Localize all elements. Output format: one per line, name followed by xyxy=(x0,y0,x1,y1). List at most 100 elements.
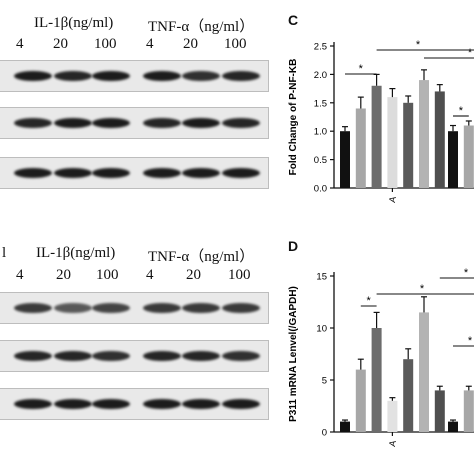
bar xyxy=(419,80,429,188)
bar xyxy=(355,108,366,188)
blot-band xyxy=(222,399,260,409)
x-tick-label: A xyxy=(387,196,398,204)
bar xyxy=(463,125,474,188)
bar xyxy=(419,312,429,432)
chart-c: Fold Change of P-NF-KB 0.0 0.5 1.0 1.5 2.0 2.5… xyxy=(288,39,474,204)
blot-strip xyxy=(0,292,269,324)
blot-band xyxy=(92,399,130,409)
blot-lead-label: l xyxy=(2,245,7,261)
blot-band xyxy=(14,303,52,313)
blot-header-bottom: l IL-1β(ng/ml) TNF-α（ng/ml） xyxy=(0,245,274,265)
dose-label: 20 xyxy=(183,36,198,52)
blot-strip xyxy=(0,60,269,92)
y-axis-label: Fold Change of P-NF-KB xyxy=(288,59,299,176)
bar xyxy=(340,131,350,188)
blot-band xyxy=(143,399,181,409)
bar xyxy=(403,359,414,432)
blot-strip xyxy=(0,388,269,420)
y-tick-label: 15 xyxy=(316,272,327,283)
bar xyxy=(403,102,414,188)
bar xyxy=(463,390,474,432)
il1b-label: IL-1β(ng/ml) xyxy=(34,15,114,31)
bar xyxy=(340,421,350,432)
blot-band xyxy=(92,351,130,361)
y-tick-label: 5 xyxy=(322,376,327,387)
dose-label: 4 xyxy=(146,267,154,283)
blot-band xyxy=(14,168,52,178)
significance-star: * xyxy=(420,283,425,295)
dose-row-top: 4 20 100 4 20 100 xyxy=(0,36,274,56)
blot-band xyxy=(14,351,52,361)
blot-band xyxy=(182,118,220,128)
blot-panel-bottom: l IL-1β(ng/ml) TNF-α（ng/ml） 4 20 100 4 2… xyxy=(0,230,274,450)
blot-band xyxy=(182,71,220,81)
tnfa-label: TNF-α（ng/ml） xyxy=(148,249,255,265)
bar xyxy=(448,131,458,188)
y-tick-label: 0 xyxy=(322,428,327,439)
blot-band xyxy=(222,71,260,81)
blot-band xyxy=(222,118,260,128)
tnfa-label: TNF-α（ng/ml） xyxy=(148,19,255,35)
y-tick-label: 0.0 xyxy=(314,184,327,195)
dose-label: 100 xyxy=(96,267,119,283)
dose-label: 4 xyxy=(146,36,154,52)
y-tick-label: 1.0 xyxy=(314,127,327,138)
panel-letter-d: D xyxy=(288,238,299,254)
bar xyxy=(355,369,366,432)
y-tick-label: 0.5 xyxy=(314,155,327,166)
bar xyxy=(434,91,445,188)
blot-band xyxy=(222,351,260,361)
bar xyxy=(371,328,382,432)
significance-star: * xyxy=(468,335,473,347)
panel-letter-c: C xyxy=(288,12,299,28)
blot-band xyxy=(143,351,181,361)
dose-label: 4 xyxy=(16,36,24,52)
x-tick-label: A xyxy=(387,440,398,448)
significance-star: * xyxy=(468,47,473,59)
blot-band xyxy=(222,303,260,313)
il1b-label: IL-1β(ng/ml) xyxy=(36,245,116,261)
dose-row-bottom: 4 20 100 4 20 100 xyxy=(0,267,274,287)
y-tick-label: 2.5 xyxy=(314,42,327,53)
bar xyxy=(448,421,458,432)
blot-band xyxy=(143,303,181,313)
blot-strip xyxy=(0,107,269,139)
blot-band xyxy=(222,168,260,178)
blot-band xyxy=(92,303,130,313)
blot-band xyxy=(182,303,220,313)
blot-band xyxy=(182,399,220,409)
blot-band xyxy=(54,303,92,313)
dose-label: 100 xyxy=(224,36,247,52)
blot-header-top: IL-1β(ng/ml) TNF-α（ng/ml） xyxy=(0,15,274,35)
dose-label: 100 xyxy=(94,36,117,52)
dose-label: 20 xyxy=(56,267,71,283)
blot-band xyxy=(92,118,130,128)
significance-star: * xyxy=(459,105,464,117)
blot-strip xyxy=(0,157,269,189)
bar xyxy=(371,85,382,188)
bar xyxy=(434,390,445,432)
blot-band xyxy=(143,118,181,128)
blot-band xyxy=(182,351,220,361)
blot-band xyxy=(92,168,130,178)
blot-band xyxy=(143,71,181,81)
blot-band xyxy=(54,71,92,81)
blot-panel-top: IL-1β(ng/ml) TNF-α（ng/ml） 4 20 100 4 20 … xyxy=(0,0,274,200)
dose-label: 4 xyxy=(16,267,24,283)
blot-band xyxy=(54,118,92,128)
blot-band xyxy=(54,399,92,409)
bar xyxy=(387,400,398,432)
chart-d: P311 mRNA Lenvel(/GAPDH) 0 5 10 15 A * * * * xyxy=(288,267,474,448)
dose-label: 20 xyxy=(186,267,201,283)
y-axis-label: P311 mRNA Lenvel(/GAPDH) xyxy=(288,286,299,422)
blot-band xyxy=(143,168,181,178)
dose-label: 100 xyxy=(228,267,251,283)
blot-band xyxy=(14,118,52,128)
y-tick-label: 10 xyxy=(316,324,327,335)
y-tick-label: 1.5 xyxy=(314,98,327,109)
significance-star: * xyxy=(464,267,469,279)
blot-strip xyxy=(0,340,269,372)
blot-band xyxy=(14,399,52,409)
significance-star: * xyxy=(359,63,364,75)
bar xyxy=(387,97,398,188)
